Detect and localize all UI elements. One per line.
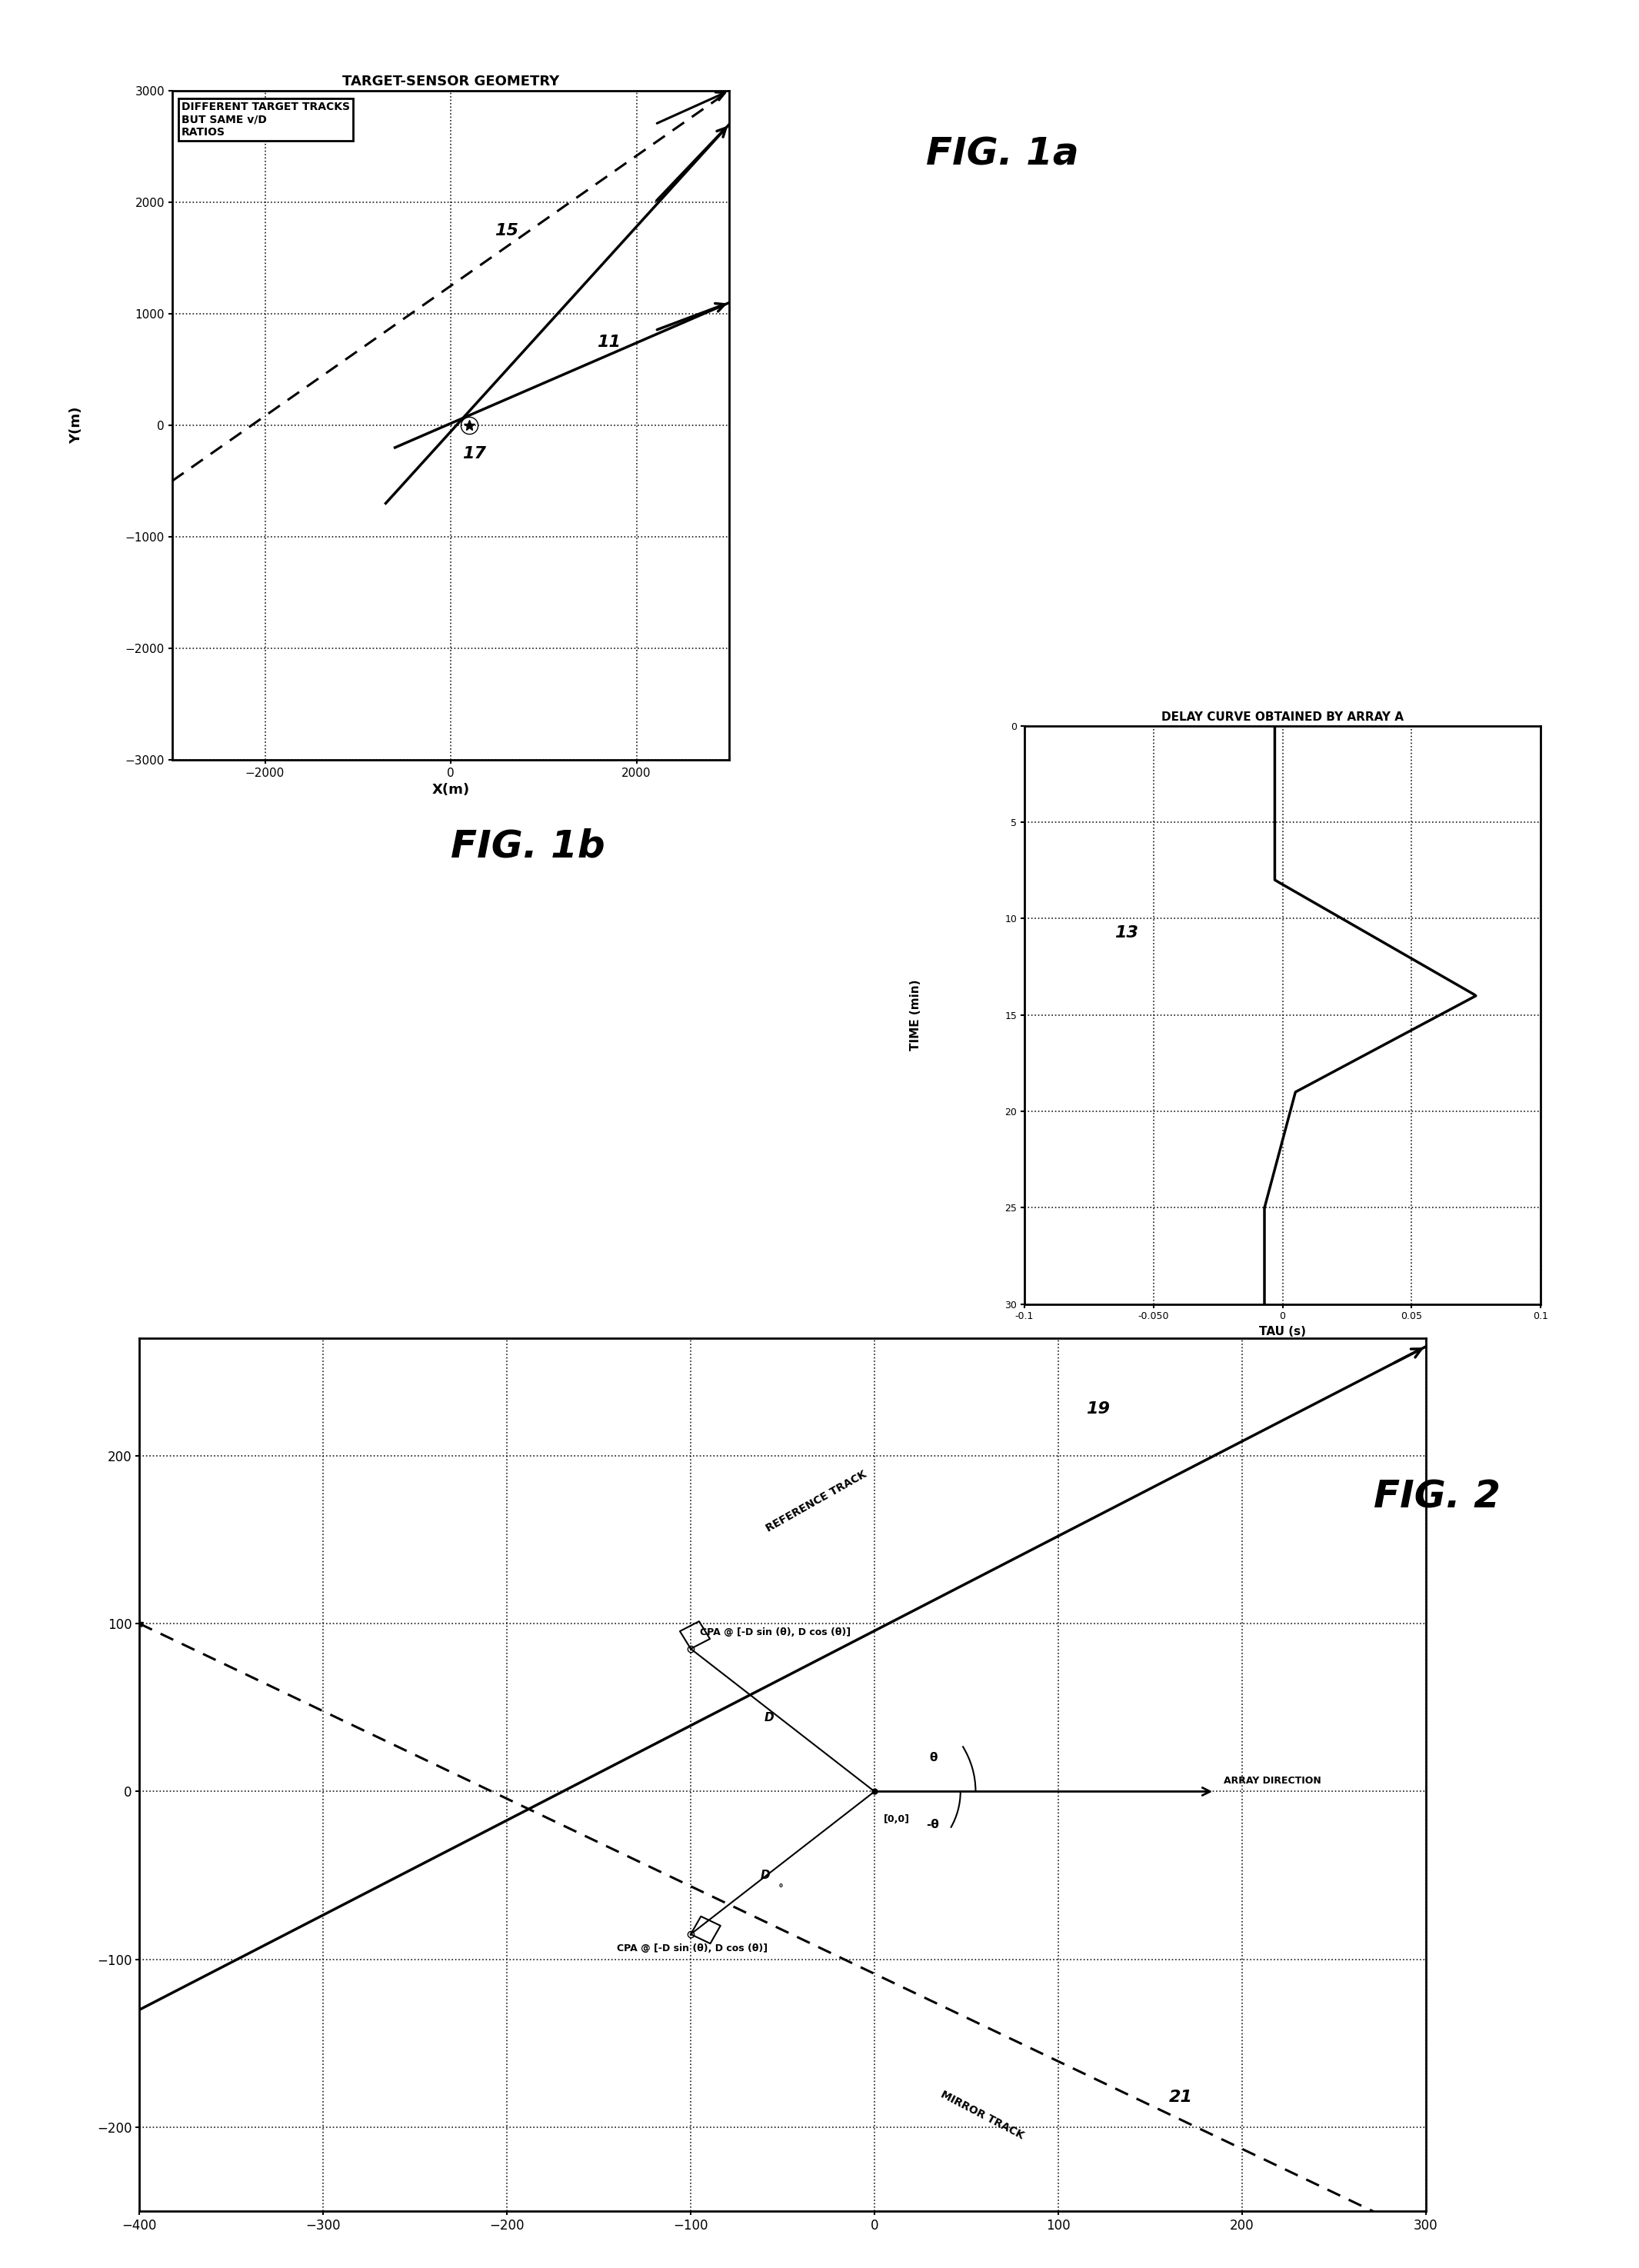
X-axis label: TAU (s): TAU (s) xyxy=(1259,1327,1306,1338)
Text: REFERENCE TRACK: REFERENCE TRACK xyxy=(764,1470,869,1533)
Text: [0,0]: [0,0] xyxy=(883,1814,910,1823)
Text: CPA @ [-D sin (θ), D cos (θ)]: CPA @ [-D sin (θ), D cos (θ)] xyxy=(700,1628,851,1637)
Y-axis label: TIME (min): TIME (min) xyxy=(910,980,921,1050)
Text: D: D xyxy=(760,1869,770,1880)
Text: 13: 13 xyxy=(1115,925,1139,941)
Text: FIG. 2: FIG. 2 xyxy=(1373,1479,1500,1515)
Title: TARGET-SENSOR GEOMETRY: TARGET-SENSOR GEOMETRY xyxy=(343,75,559,88)
Text: -θ: -θ xyxy=(926,1819,939,1830)
Text: 21: 21 xyxy=(1169,2089,1193,2105)
Text: 11: 11 xyxy=(597,336,621,349)
Y-axis label: Y(m): Y(m) xyxy=(69,406,84,445)
Text: FIG. 1a: FIG. 1a xyxy=(926,136,1078,172)
Text: MIRROR TRACK: MIRROR TRACK xyxy=(939,2089,1026,2141)
Text: 15: 15 xyxy=(495,222,518,238)
Text: 17: 17 xyxy=(462,447,485,463)
Text: 19: 19 xyxy=(1087,1402,1110,1418)
Text: CPA @ [-D sin (θ), D cos (θ)]: CPA @ [-D sin (θ), D cos (θ)] xyxy=(618,1944,769,1953)
Text: ARRAY DIRECTION: ARRAY DIRECTION xyxy=(1224,1776,1321,1785)
Text: D: D xyxy=(764,1712,774,1724)
Title: DELAY CURVE OBTAINED BY ARRAY A: DELAY CURVE OBTAINED BY ARRAY A xyxy=(1162,712,1403,723)
Text: θ: θ xyxy=(929,1753,938,1765)
X-axis label: X(m): X(m) xyxy=(431,782,470,796)
Text: ₀: ₀ xyxy=(779,1880,783,1889)
Text: DIFFERENT TARGET TRACKS
BUT SAME v/D
RATIOS: DIFFERENT TARGET TRACKS BUT SAME v/D RAT… xyxy=(182,102,349,138)
Text: FIG. 1b: FIG. 1b xyxy=(451,828,605,864)
